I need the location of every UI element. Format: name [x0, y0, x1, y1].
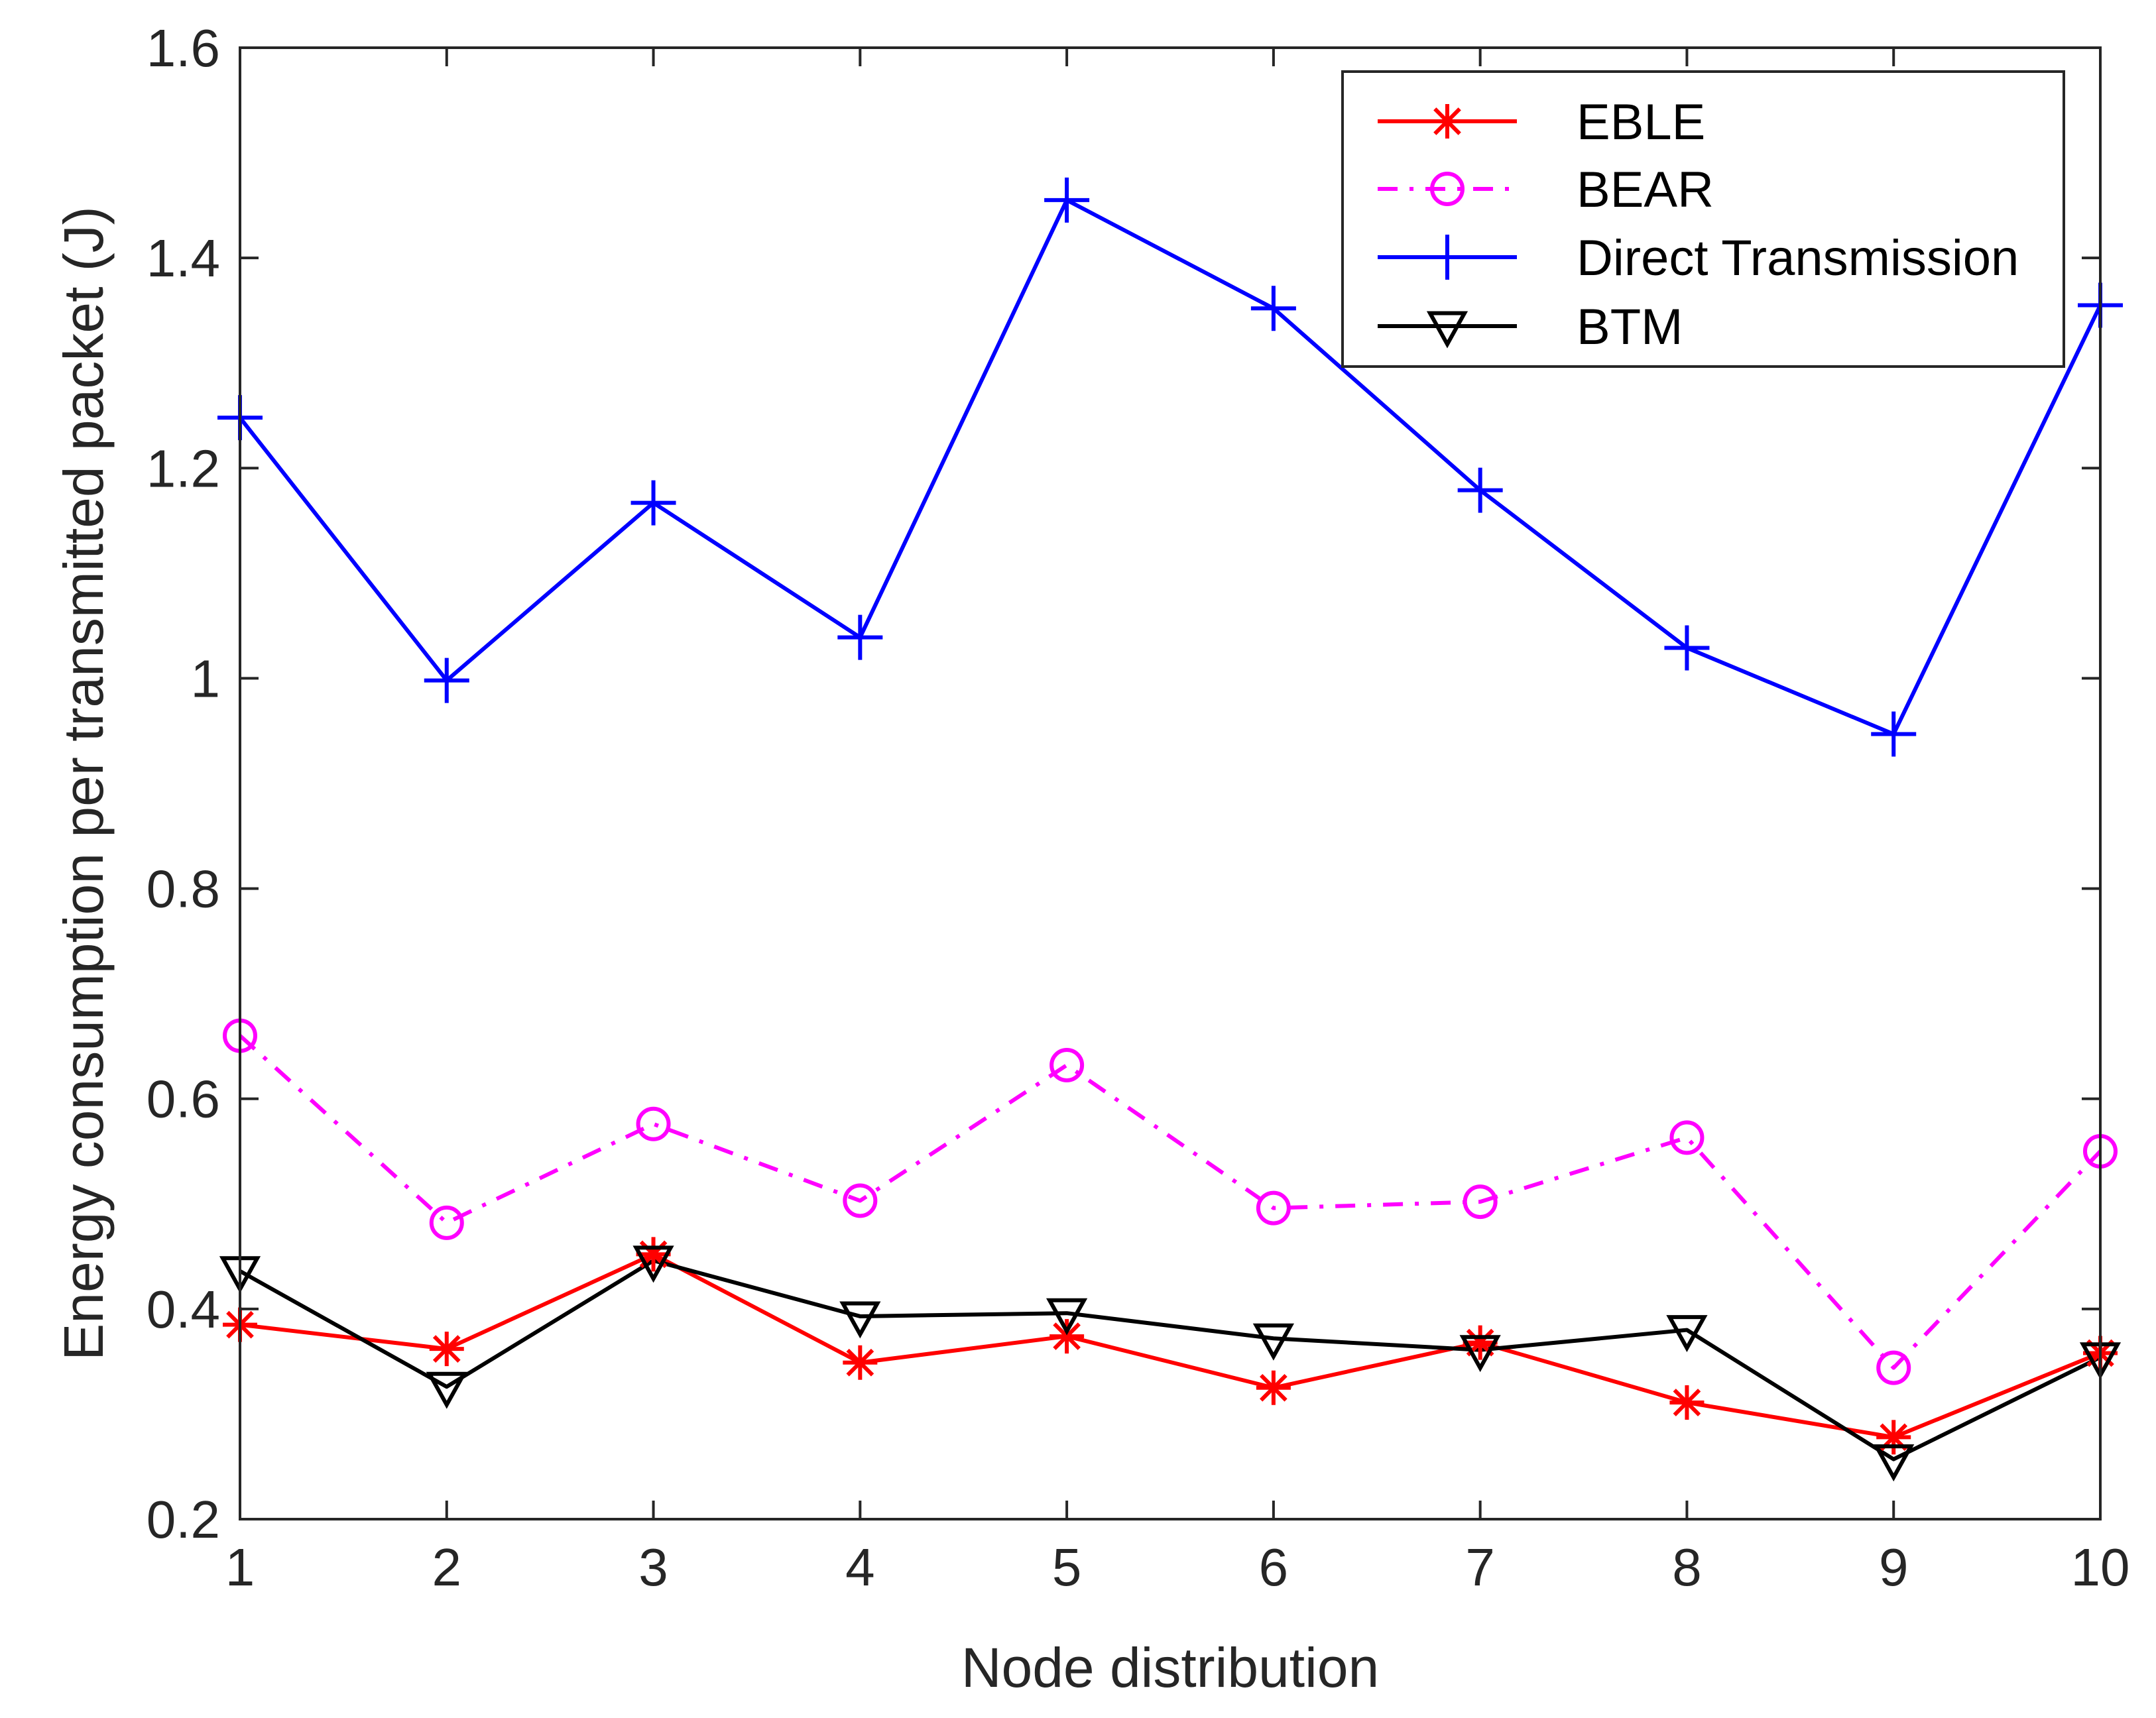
data-point-eble [1876, 1420, 1911, 1455]
x-tick-label: 4 [845, 1538, 875, 1597]
x-tick-label: 6 [1259, 1538, 1289, 1597]
data-point-direct-transmission [1044, 177, 1090, 223]
plot-markers [217, 177, 2123, 1482]
data-point-direct-transmission [1664, 625, 1710, 671]
data-point-btm [1666, 1315, 1708, 1353]
y-tick-label: 1.2 [147, 439, 220, 498]
data-point-direct-transmission [1457, 467, 1503, 513]
data-point-eble [1256, 1370, 1291, 1405]
data-point-direct-transmission [1871, 711, 1917, 757]
y-tick-label: 0.6 [147, 1070, 220, 1129]
data-point-bear [1876, 1350, 1911, 1385]
y-axis-label: Energy consumption per transmitted packe… [52, 206, 115, 1360]
data-point-direct-transmission [424, 658, 469, 703]
y-tick-label: 0.2 [147, 1490, 220, 1549]
legend-label: BTM [1577, 299, 1683, 355]
y-tick-label: 0.8 [147, 860, 220, 919]
data-point-bear [636, 1106, 671, 1141]
data-point-btm [1873, 1444, 1915, 1482]
data-point-bear [1256, 1190, 1291, 1226]
x-tick-label: 2 [432, 1538, 462, 1597]
x-tick-label: 5 [1052, 1538, 1082, 1597]
y-tick-label: 1.6 [147, 19, 220, 78]
series-line-bear [238, 1034, 2102, 1370]
data-point-bear [1049, 1047, 1085, 1082]
data-point-eble [1049, 1319, 1085, 1354]
data-point-btm [1252, 1323, 1294, 1361]
data-point-direct-transmission [1250, 286, 1296, 331]
plot-area-frame [239, 46, 2102, 1520]
data-point-eble [429, 1332, 464, 1367]
y-axis: 0.2 0.4 0.6 0.8 1 1.2 1.4 1.6 [147, 19, 2100, 1549]
legend-marker [1426, 311, 1468, 349]
x-tick-label: 10 [2071, 1538, 2130, 1597]
legend-label: BEAR [1577, 162, 1714, 218]
x-tick-label: 3 [638, 1538, 668, 1597]
y-tick-label: 1 [191, 649, 221, 708]
data-point-bear [843, 1183, 878, 1218]
data-point-direct-transmission [837, 614, 883, 660]
series-line-eble [239, 1252, 2102, 1440]
legend-label: EBLE [1577, 94, 1705, 150]
x-axis: 1 2 3 4 5 6 7 8 9 10 [225, 48, 2130, 1597]
plot-lines [238, 198, 2102, 1461]
data-point-btm [426, 1371, 467, 1409]
data-point-btm [839, 1301, 881, 1339]
x-tick-label: 9 [1879, 1538, 1909, 1597]
data-point-eble [843, 1345, 878, 1380]
data-point-bear [1463, 1184, 1498, 1220]
x-tick-label: 1 [225, 1538, 255, 1597]
data-point-bear [429, 1205, 464, 1240]
legend-marker [1430, 104, 1465, 139]
legend-marker [1425, 235, 1470, 280]
y-tick-label: 0.4 [147, 1280, 220, 1339]
y-tick-label: 1.4 [147, 229, 220, 288]
data-point-btm [1459, 1335, 1501, 1373]
data-point-eble [1669, 1385, 1705, 1420]
data-point-btm [1046, 1298, 1088, 1336]
series-line-direct-transmission [238, 198, 2102, 736]
legend-marker [1430, 172, 1465, 206]
x-tick-label: 8 [1672, 1538, 1702, 1597]
legend: EBLE BEAR Direct Transmission BTM [1341, 70, 2065, 368]
data-point-direct-transmission [630, 480, 676, 526]
x-axis-label: Node distribution [961, 1636, 1379, 1699]
x-tick-label: 7 [1465, 1538, 1495, 1597]
legend-label: Direct Transmission [1577, 230, 2019, 286]
data-point-btm [632, 1245, 674, 1283]
series-line-btm [239, 1258, 2102, 1461]
data-point-bear [1669, 1120, 1705, 1155]
